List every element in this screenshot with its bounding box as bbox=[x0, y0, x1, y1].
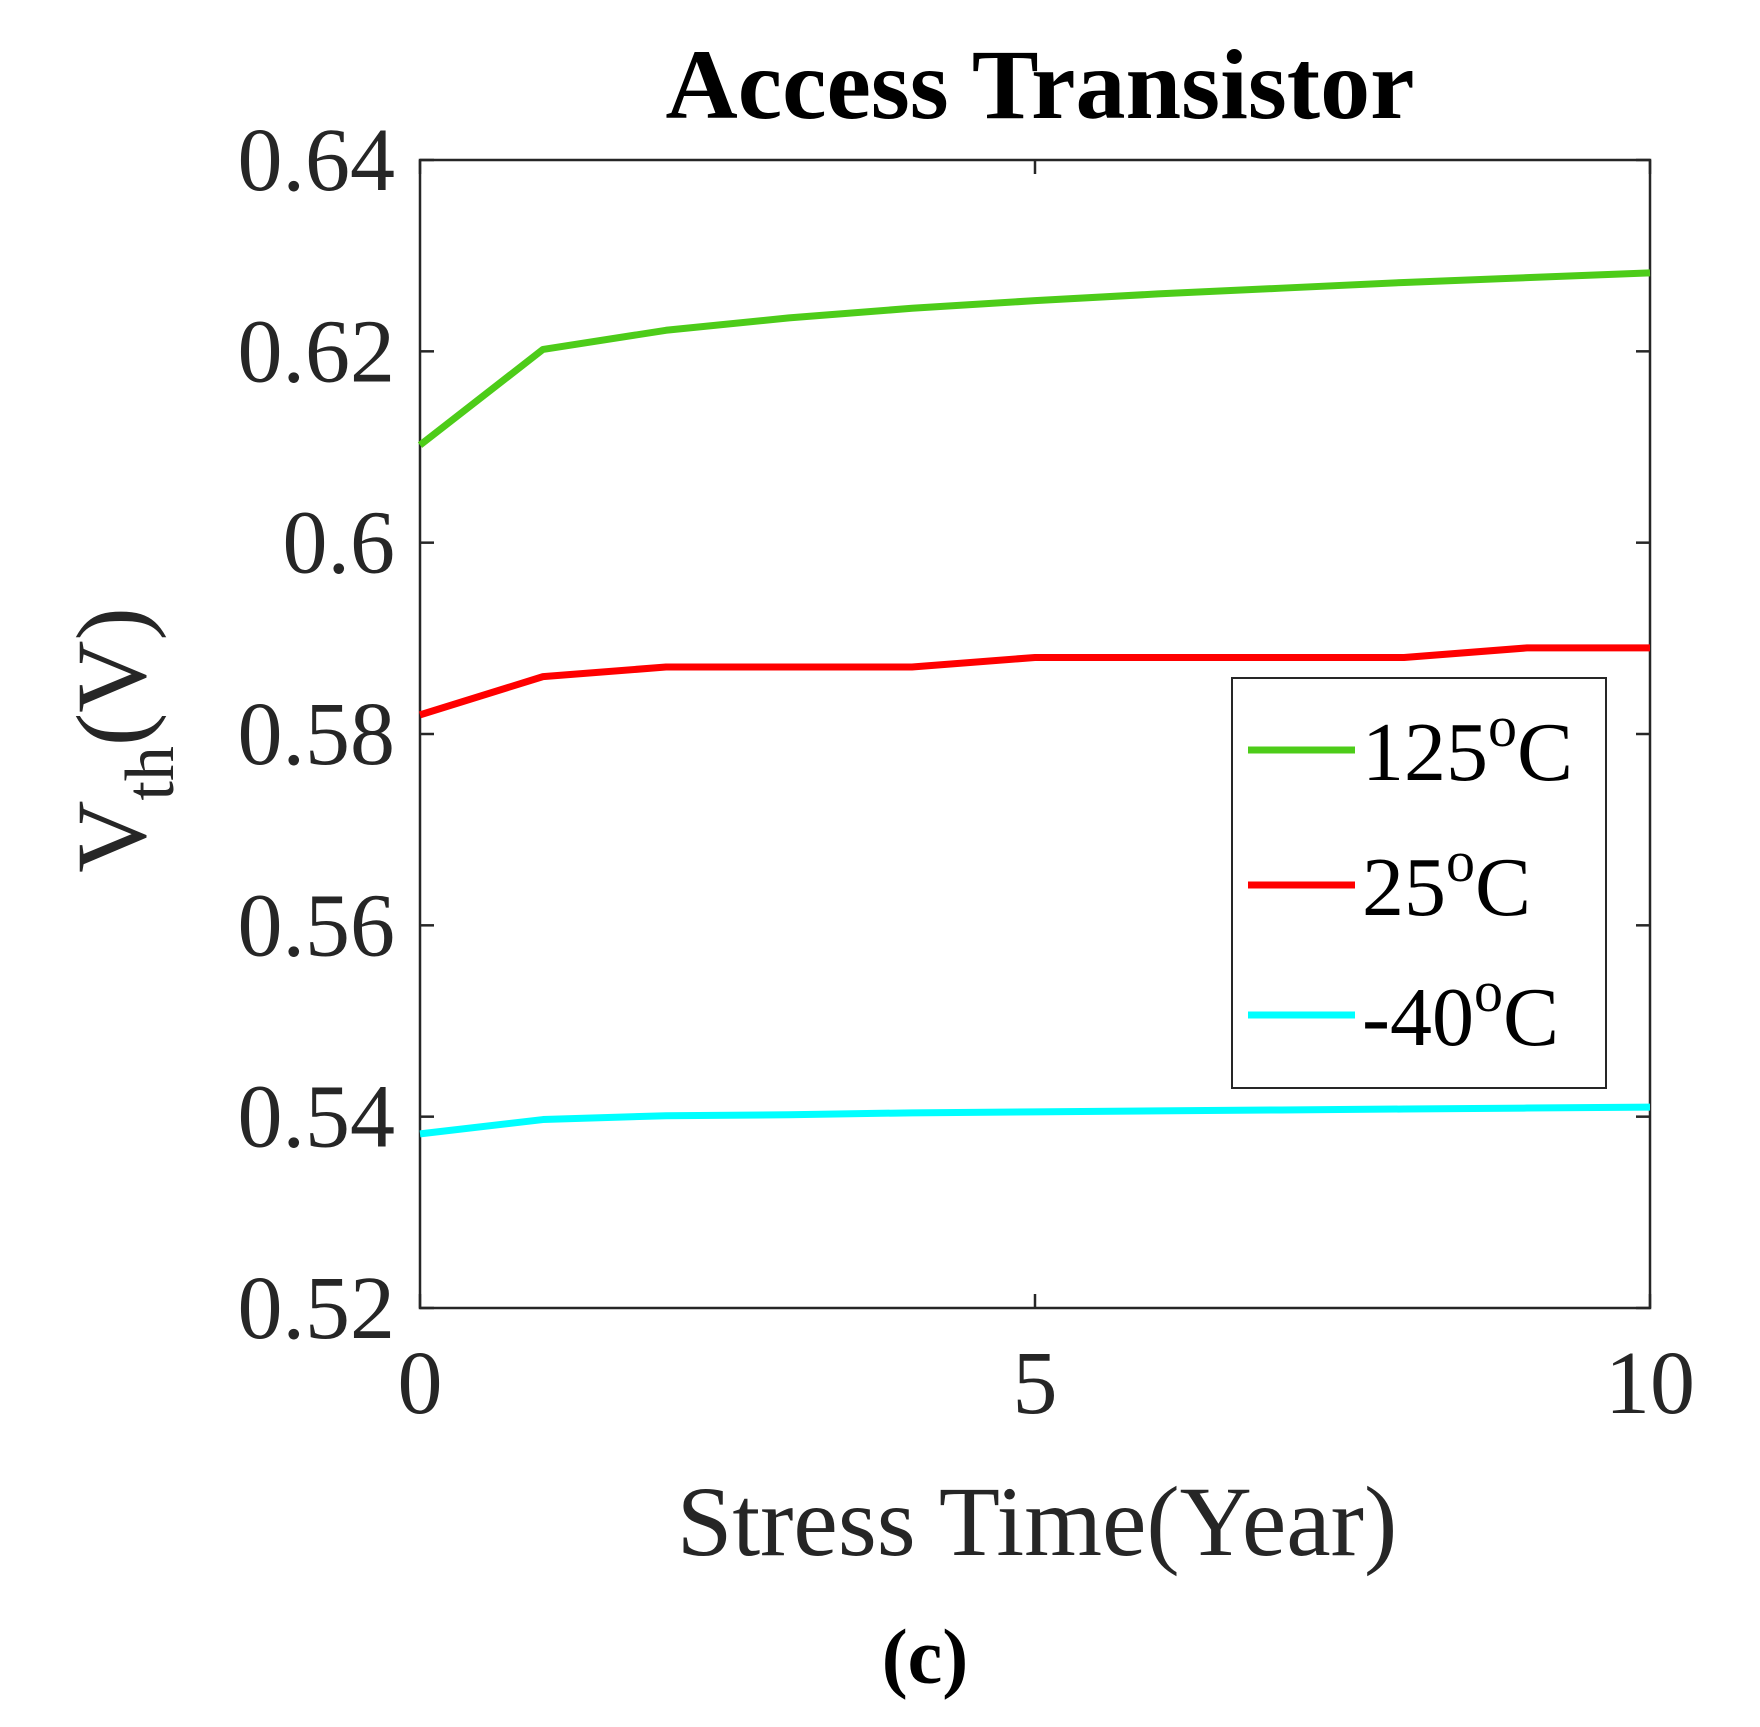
panel-label: (c) bbox=[882, 1613, 969, 1700]
y-tick-labels: 0.52 0.54 0.56 0.58 0.6 0.62 0.64 bbox=[238, 111, 396, 1358]
legend-label-1: 125oC bbox=[1362, 694, 1573, 799]
x-tick-labels: 0 5 10 bbox=[398, 1334, 1696, 1433]
tick-marks bbox=[418, 158, 1652, 1310]
chart-title: Access Transistor bbox=[666, 29, 1415, 140]
legend-label-3: -40oC bbox=[1362, 959, 1559, 1064]
x-axis-label: Stress Time(Year) bbox=[677, 1466, 1398, 1577]
legend-label-base: 125 bbox=[1362, 706, 1488, 799]
y-axis-label: Vth(V) bbox=[56, 607, 189, 873]
x-tick-label: 0 bbox=[398, 1334, 443, 1433]
y-tick-label: 0.6 bbox=[283, 494, 396, 593]
y-axis-label-main: V bbox=[56, 801, 167, 873]
series-line-2 bbox=[418, 644, 1650, 719]
legend-label-degree: o bbox=[1446, 829, 1475, 894]
y-axis-label-unit: (V) bbox=[56, 607, 167, 746]
legend-label-2: 25oC bbox=[1362, 829, 1531, 934]
y-tick-label: 0.62 bbox=[238, 302, 396, 401]
series-lines bbox=[417, 269, 1651, 1138]
legend-label-unit: C bbox=[1503, 971, 1559, 1064]
y-tick-label: 0.56 bbox=[238, 876, 396, 975]
y-axis-label-sub: th bbox=[112, 746, 189, 800]
x-tick-label: 10 bbox=[1605, 1334, 1695, 1433]
legend-label-base: 25 bbox=[1362, 841, 1446, 934]
legend-label-degree: o bbox=[1474, 959, 1503, 1024]
y-tick-label: 0.54 bbox=[238, 1068, 396, 1167]
legend-label-unit: C bbox=[1475, 841, 1531, 934]
legend-label-unit: C bbox=[1517, 706, 1573, 799]
y-tick-label: 0.64 bbox=[238, 111, 396, 210]
x-tick-label: 5 bbox=[1013, 1334, 1058, 1433]
y-tick-label: 0.52 bbox=[238, 1259, 396, 1358]
legend-label-degree: o bbox=[1488, 694, 1517, 759]
series-line-1 bbox=[417, 269, 1651, 448]
y-tick-label: 0.58 bbox=[238, 685, 396, 784]
legend-label-base: -40 bbox=[1362, 971, 1474, 1064]
series-line-3 bbox=[419, 1103, 1651, 1138]
